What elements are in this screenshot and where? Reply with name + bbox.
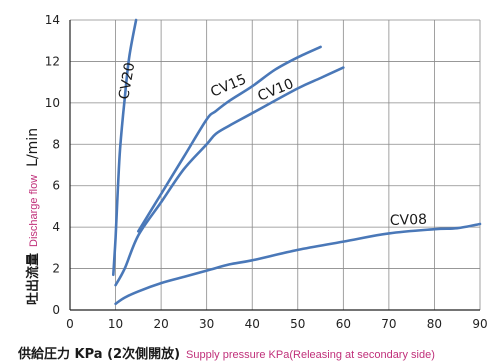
x-axis-title-jp: 供給圧力 KPa (2次側開放) — [17, 346, 180, 362]
x-tick-label: 20 — [153, 317, 168, 331]
series-label-cv20: CV20 — [116, 61, 138, 100]
series-line-cv20 — [112, 18, 138, 277]
y-axis-title-unit: L/min — [25, 128, 41, 167]
series-line-cv10 — [114, 66, 345, 287]
series-line-cv15 — [137, 45, 322, 233]
x-axis-title: 供給圧力 KPa (2次側開放) Supply pressure KPa(Rele… — [17, 346, 435, 362]
svg-text:吐出流量Discharge flowL/min: 吐出流量 Discharge flow L/min — [25, 128, 41, 305]
y-tick-label: 12 — [45, 54, 60, 68]
y-tick-label: 0 — [52, 303, 60, 317]
x-axis-title-en: Supply pressure KPa(Releasing at seconda… — [186, 349, 435, 361]
series-label-cv15: CV15 — [208, 71, 248, 100]
tick-labels: 0 10 20 30 40 50 60 70 80 90 0 2 4 6 8 10 12 14 — [45, 13, 488, 331]
y-axis-title-en: Discharge flow — [28, 175, 40, 247]
y-tick-label: 6 — [52, 179, 60, 193]
x-tick-label: 60 — [336, 317, 351, 331]
x-tick-label: 0 — [66, 317, 74, 331]
series-line-cv08 — [114, 222, 482, 306]
y-tick-label: 14 — [45, 13, 60, 27]
y-tick-label: 4 — [52, 220, 60, 234]
plot-frame — [69, 20, 480, 311]
x-tick-label: 10 — [108, 317, 123, 331]
x-tick-label: 80 — [427, 317, 442, 331]
y-tick-label: 10 — [45, 96, 60, 110]
y-axis-title-jp: 吐出流量 — [25, 253, 41, 305]
y-axis-title: 吐出流量 Discharge flow L/min — [25, 128, 41, 305]
x-tick-label: 50 — [290, 317, 305, 331]
series-label-cv08: CV08 — [390, 212, 428, 229]
x-tick-label: 70 — [381, 317, 396, 331]
x-tick-label: 40 — [245, 317, 260, 331]
y-tick-label: 8 — [52, 137, 60, 151]
x-tick-label: 90 — [472, 317, 487, 331]
series-lines — [112, 18, 482, 306]
y-tick-label: 2 — [52, 262, 60, 276]
x-tick-label: 30 — [199, 317, 214, 331]
